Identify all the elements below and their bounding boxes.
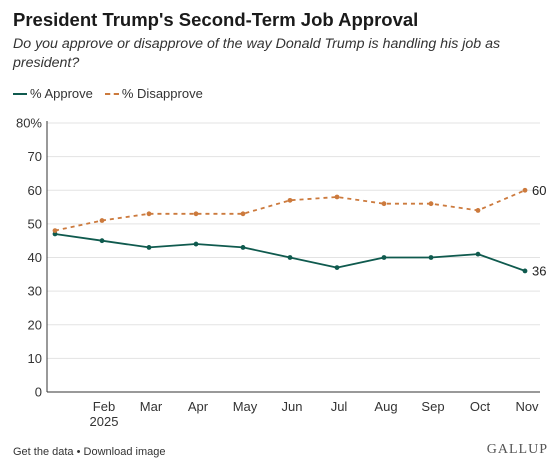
- x-tick-label: Feb: [93, 399, 115, 414]
- data-point-disapprove: [428, 201, 434, 207]
- data-point-disapprove: [99, 218, 105, 223]
- x-tick-label: May: [233, 399, 258, 414]
- x-tick-label: Aug: [374, 399, 397, 414]
- legend-swatch-disapprove: [104, 92, 119, 95]
- legend-label-approve: % Approve: [30, 86, 93, 101]
- series-line-approve: [54, 233, 526, 272]
- y-tick-label: 70: [28, 149, 42, 164]
- data-point-disapprove: [193, 211, 199, 217]
- get-data-link[interactable]: Get the data: [13, 446, 74, 458]
- data-point-approve: [52, 231, 58, 237]
- data-point-approve: [287, 255, 293, 260]
- y-tick-label: 0: [35, 385, 42, 400]
- data-point-approve: [193, 241, 199, 247]
- end-label-approve: 36: [532, 263, 546, 278]
- y-tick-label: 50: [28, 216, 42, 231]
- download-image-link[interactable]: Download image: [83, 446, 166, 458]
- x-tick-label: Nov: [515, 399, 539, 414]
- chart-subtitle: Do you approve or disapprove of the way …: [13, 36, 501, 71]
- y-tick-label: 10: [28, 351, 42, 366]
- x-year-label: 2025: [90, 414, 119, 429]
- data-point-disapprove: [475, 208, 481, 213]
- series-line-disapprove: [54, 189, 526, 232]
- data-point-disapprove: [522, 187, 528, 193]
- data-point-approve: [240, 245, 246, 250]
- data-point-approve: [99, 238, 105, 244]
- data-point-approve: [522, 268, 528, 274]
- data-point-approve: [334, 265, 340, 270]
- x-tick-label: Jun: [282, 399, 303, 414]
- legend-swatch-approve: [13, 92, 27, 95]
- x-tick-label: Jul: [331, 399, 348, 414]
- data-point-disapprove: [381, 201, 387, 207]
- x-tick-label: Mar: [140, 399, 163, 414]
- gallup-logo: GALLUP: [486, 442, 548, 457]
- data-point-disapprove: [334, 194, 340, 200]
- y-tick-label: 20: [28, 317, 42, 332]
- data-point-approve: [381, 255, 387, 260]
- data-point-approve: [428, 255, 434, 260]
- data-point-disapprove: [287, 197, 293, 203]
- legend-item-disapprove: % Disapprove: [104, 86, 203, 101]
- end-label-disapprove: 60: [532, 183, 546, 198]
- data-point-approve: [475, 251, 481, 257]
- x-tick-label: Oct: [470, 399, 491, 414]
- data-point-approve: [146, 245, 152, 250]
- x-tick-label: Sep: [421, 399, 444, 414]
- data-point-disapprove: [240, 211, 246, 217]
- footer-links: Get the data • Download image: [13, 446, 165, 458]
- legend-item-approve: % Approve: [13, 86, 93, 101]
- y-tick-label: 40: [28, 250, 42, 265]
- y-tick-label: 30: [28, 284, 42, 299]
- legend-label-disapprove: % Disapprove: [121, 86, 203, 101]
- line-chart: 0 10 20 30 40 50 60 70 80% Feb Mar Apr May Jun Jul Aug S…: [16, 116, 547, 430]
- footer-separator: •: [76, 446, 81, 458]
- x-tick-label: Apr: [188, 399, 209, 414]
- legend: % Approve % Disapprove: [13, 86, 215, 101]
- chart-title: President Trump's Second-Term Job Approv…: [13, 9, 419, 30]
- data-point-disapprove: [146, 211, 152, 217]
- y-tick-label: 60: [28, 183, 42, 198]
- data-point-disapprove: [52, 228, 58, 234]
- y-tick-label: 80%: [16, 116, 42, 131]
